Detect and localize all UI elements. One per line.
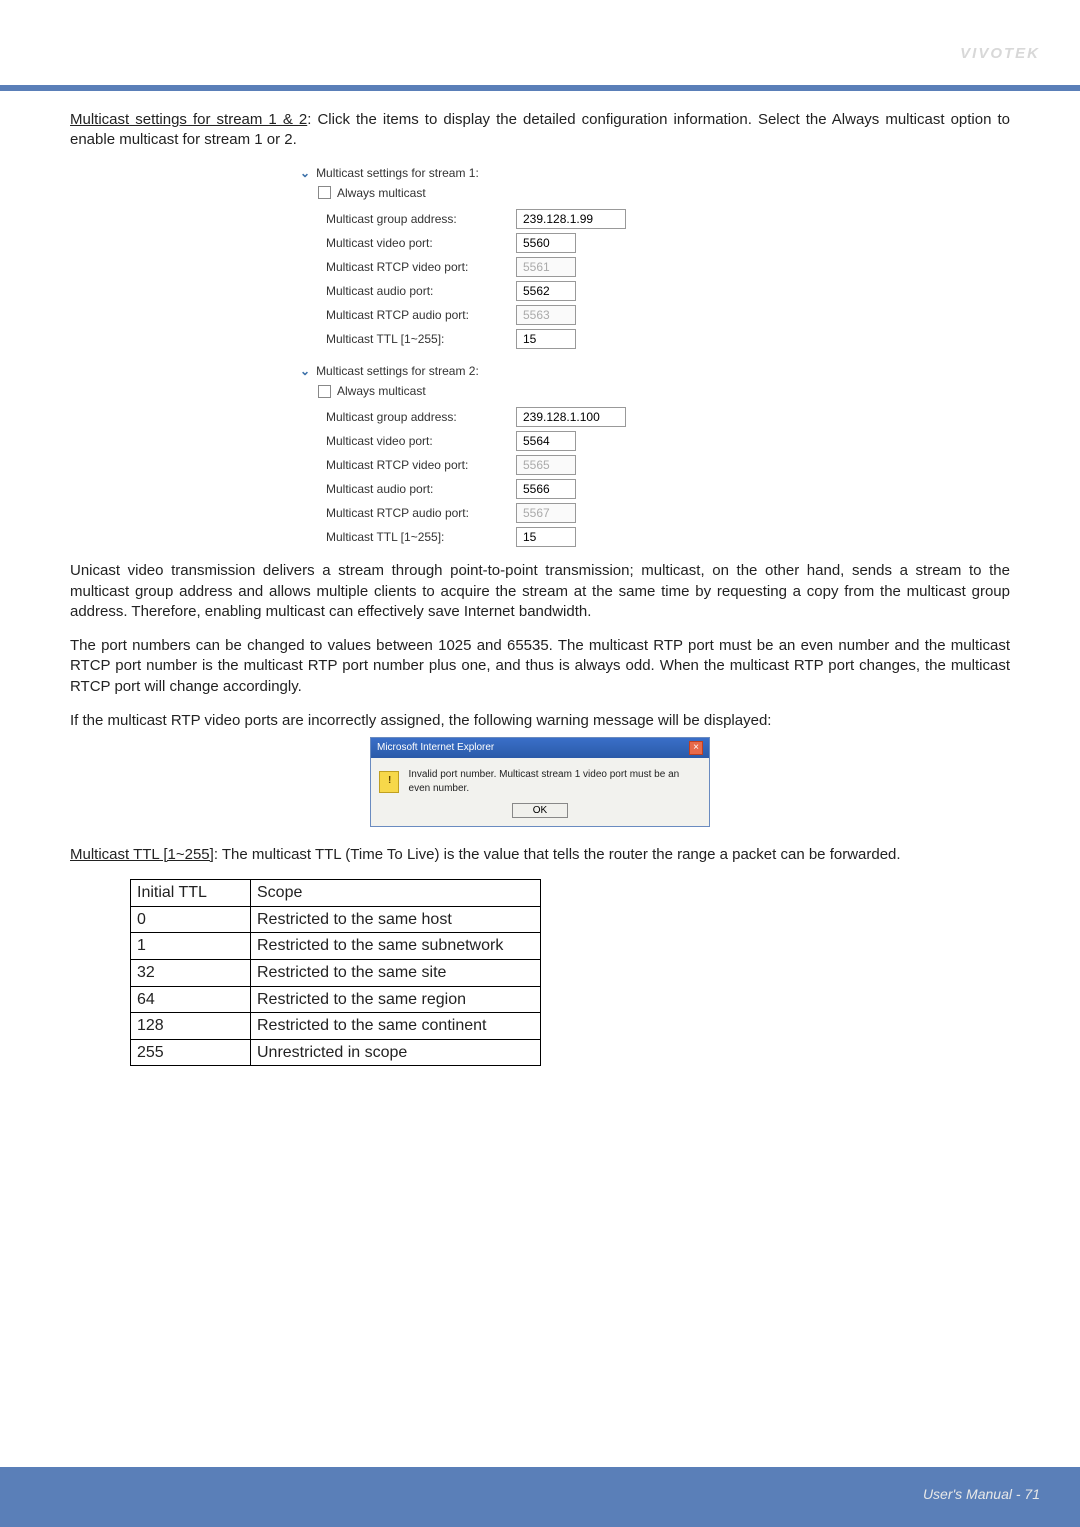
setting-label: Multicast TTL [1~255]: (326, 331, 516, 347)
setting-label: Multicast group address: (326, 211, 516, 227)
dialog-titlebar: Microsoft Internet Explorer × (371, 738, 709, 758)
settings-header[interactable]: ⌄ Multicast settings for stream 1: (300, 165, 780, 181)
multicast-settings-stream-2: ⌄ Multicast settings for stream 2: Always … (300, 363, 780, 547)
table-cell: 64 (131, 986, 251, 1013)
always-multicast-label: Always multicast (337, 185, 426, 201)
table-cell: 32 (131, 960, 251, 987)
setting-row: Multicast group address: (326, 209, 780, 229)
ok-button[interactable]: OK (512, 803, 568, 818)
table-cell: 128 (131, 1013, 251, 1040)
setting-label: Multicast RTCP video port: (326, 457, 516, 473)
always-multicast-checkbox[interactable] (318, 385, 331, 398)
setting-row: Multicast group address: (326, 407, 780, 427)
setting-input[interactable] (516, 281, 576, 301)
table-cell: 1 (131, 933, 251, 960)
setting-row: Multicast TTL [1~255]: (326, 527, 780, 547)
setting-input[interactable] (516, 479, 576, 499)
setting-row: Multicast audio port: (326, 281, 780, 301)
table-cell: Restricted to the same subnetwork (251, 933, 541, 960)
ttl-paragraph: Multicast TTL [1~255]: The multicast TTL… (70, 845, 1010, 865)
table-row: 32Restricted to the same site (131, 960, 541, 987)
table-row: 1Restricted to the same subnetwork (131, 933, 541, 960)
setting-row: Multicast TTL [1~255]: (326, 329, 780, 349)
setting-input[interactable] (516, 431, 576, 451)
table-cell: Restricted to the same region (251, 986, 541, 1013)
page-header: VIVOTEK (0, 0, 1080, 70)
setting-input (516, 305, 576, 325)
table-row: 64Restricted to the same region (131, 986, 541, 1013)
table-header-cell: Initial TTL (131, 880, 251, 907)
setting-label: Multicast RTCP video port: (326, 259, 516, 275)
setting-row: Multicast RTCP video port: (326, 257, 780, 277)
unicast-paragraph: Unicast video transmission delivers a st… (70, 561, 1010, 622)
setting-row: Multicast RTCP audio port: (326, 305, 780, 325)
setting-input (516, 455, 576, 475)
table-cell: 255 (131, 1039, 251, 1066)
table-cell: Restricted to the same site (251, 960, 541, 987)
setting-label: Multicast video port: (326, 433, 516, 449)
setting-row: Multicast video port: (326, 233, 780, 253)
settings-title: Multicast settings for stream 1: (316, 165, 479, 181)
ttl-table: Initial TTLScope0Restricted to the same … (130, 879, 541, 1066)
warning-dialog: Microsoft Internet Explorer × Invalid po… (370, 737, 710, 827)
table-header-row: Initial TTLScope (131, 880, 541, 907)
port-paragraph: The port numbers can be changed to value… (70, 636, 1010, 697)
setting-row: Multicast audio port: (326, 479, 780, 499)
setting-label: Multicast audio port: (326, 283, 516, 299)
ttl-text: : The multicast TTL (Time To Live) is th… (214, 846, 901, 863)
warning-paragraph: If the multicast RTP video ports are inc… (70, 711, 1010, 731)
intro-paragraph: Multicast settings for stream 1 & 2: Cli… (70, 110, 1010, 151)
setting-input[interactable] (516, 209, 626, 229)
settings-title: Multicast settings for stream 2: (316, 363, 479, 379)
page-content: Multicast settings for stream 1 & 2: Cli… (0, 70, 1080, 1066)
setting-label: Multicast TTL [1~255]: (326, 529, 516, 545)
setting-input (516, 257, 576, 277)
setting-row: Multicast RTCP audio port: (326, 503, 780, 523)
setting-input (516, 503, 576, 523)
table-row: 0Restricted to the same host (131, 906, 541, 933)
setting-input[interactable] (516, 407, 626, 427)
chevron-down-icon: ⌄ (300, 165, 310, 181)
footer-text: User's Manual - 71 (923, 1486, 1040, 1502)
setting-label: Multicast RTCP audio port: (326, 307, 516, 323)
setting-row: Multicast video port: (326, 431, 780, 451)
header-rule (0, 85, 1080, 91)
setting-label: Multicast group address: (326, 409, 516, 425)
multicast-settings-stream-1: ⌄ Multicast settings for stream 1: Always … (300, 165, 780, 349)
dialog-title-text: Microsoft Internet Explorer (377, 741, 494, 755)
always-multicast-checkbox[interactable] (318, 186, 331, 199)
dialog-message: Invalid port number. Multicast stream 1 … (409, 768, 701, 795)
dialog-buttons: OK (371, 803, 709, 826)
table-cell: Restricted to the same continent (251, 1013, 541, 1040)
setting-input[interactable] (516, 233, 576, 253)
always-multicast-row: Always multicast (318, 185, 780, 201)
page-footer: User's Manual - 71 (0, 1467, 1080, 1527)
setting-label: Multicast RTCP audio port: (326, 505, 516, 521)
setting-input[interactable] (516, 527, 576, 547)
table-cell: 0 (131, 906, 251, 933)
settings-header[interactable]: ⌄ Multicast settings for stream 2: (300, 363, 780, 379)
table-cell: Unrestricted in scope (251, 1039, 541, 1066)
setting-row: Multicast RTCP video port: (326, 455, 780, 475)
chevron-down-icon: ⌄ (300, 363, 310, 379)
setting-label: Multicast audio port: (326, 481, 516, 497)
warning-icon (379, 771, 399, 793)
ttl-heading: Multicast TTL [1~255] (70, 846, 214, 863)
setting-label: Multicast video port: (326, 235, 516, 251)
table-header-cell: Scope (251, 880, 541, 907)
table-cell: Restricted to the same host (251, 906, 541, 933)
always-multicast-label: Always multicast (337, 383, 426, 399)
brand-name: VIVOTEK (960, 45, 1040, 62)
setting-input[interactable] (516, 329, 576, 349)
always-multicast-row: Always multicast (318, 383, 780, 399)
table-row: 255Unrestricted in scope (131, 1039, 541, 1066)
table-row: 128Restricted to the same continent (131, 1013, 541, 1040)
close-icon[interactable]: × (689, 741, 703, 755)
dialog-body: Invalid port number. Multicast stream 1 … (371, 758, 709, 803)
intro-heading: Multicast settings for stream 1 & 2 (70, 111, 307, 128)
